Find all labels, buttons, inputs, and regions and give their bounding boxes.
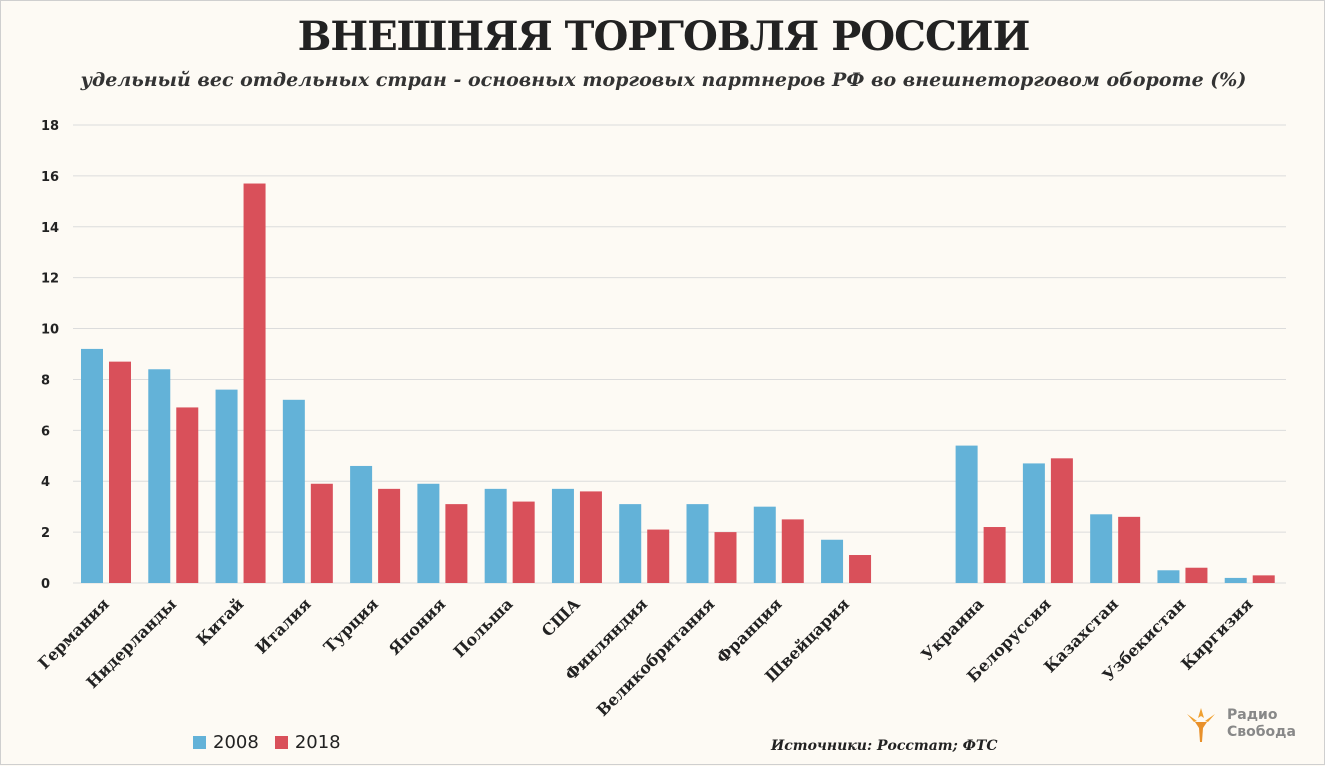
bar-2008: [1090, 514, 1113, 583]
x-category-label: Великобритания: [593, 594, 719, 720]
bar-2008: [350, 465, 373, 583]
legend-item-2008: 2008: [193, 732, 259, 753]
legend-swatch-2008: [193, 736, 206, 749]
bar-2018: [512, 501, 535, 583]
bar-2018: [1118, 516, 1141, 583]
bar-2008: [81, 348, 103, 583]
bar-2008: [1022, 463, 1045, 583]
bar-2018: [1185, 567, 1208, 583]
torch-icon: [1187, 708, 1215, 742]
bar-2008: [1224, 577, 1247, 583]
bar-2008: [1157, 570, 1180, 583]
bar-2018: [445, 504, 468, 583]
bar-2018: [983, 527, 1006, 583]
y-tick-label: 18: [41, 119, 59, 134]
bar-2008: [551, 488, 574, 583]
x-category-label: Турция: [320, 594, 382, 656]
chart-title: ВНЕШНЯЯ ТОРГОВЛЯ РОССИИ: [297, 13, 1031, 60]
bar-2008: [215, 389, 238, 583]
x-category-label: Китай: [193, 594, 248, 649]
y-tick-label: 0: [41, 577, 50, 592]
x-category-label: Япония: [385, 594, 449, 658]
logo-line-1: Радио: [1227, 707, 1278, 723]
bar-2008: [686, 504, 709, 583]
bar-2008: [484, 488, 507, 583]
y-tick-label: 6: [41, 424, 50, 439]
bar-2008: [282, 399, 305, 583]
bar-2018: [579, 491, 602, 583]
bar-2018: [647, 529, 670, 583]
bar-2018: [849, 555, 872, 583]
bar-2008: [417, 483, 440, 583]
bar-2018: [310, 483, 333, 583]
y-tick-label: 12: [41, 272, 59, 287]
bar-2018: [109, 361, 131, 583]
bar-2018: [378, 488, 401, 583]
x-category-label: США: [538, 594, 584, 640]
legend-item-2018: 2018: [274, 732, 341, 753]
legend: 2008 2018: [193, 732, 341, 753]
logo-line-2: Свобода: [1227, 724, 1296, 740]
chart-subtitle: удельный вес отдельных стран - основных …: [80, 69, 1247, 91]
bar-2018: [243, 183, 266, 583]
bar-2008: [753, 506, 776, 583]
y-tick-label: 16: [41, 170, 59, 185]
bar-2018: [176, 407, 199, 583]
bar-2018: [1252, 575, 1275, 583]
x-category-label: Польша: [450, 594, 517, 661]
radio-svoboda-logo: Радио Свобода: [1181, 704, 1296, 744]
source-note: Источники: Росстат; ФТС: [771, 738, 998, 754]
y-tick-label: 8: [41, 373, 50, 388]
legend-label-2018: 2018: [294, 732, 341, 753]
y-tick-label: 2: [41, 526, 50, 541]
x-category-label: Украина: [917, 594, 987, 664]
bar-2018: [714, 532, 737, 583]
legend-swatch-2018: [274, 736, 288, 749]
bar-2018: [1050, 458, 1073, 583]
x-category-label: Киргизия: [1177, 594, 1256, 673]
y-tick-label: 10: [41, 323, 59, 338]
legend-label-2008: 2008: [213, 732, 259, 753]
bar-2018: [781, 519, 804, 583]
y-tick-label: 4: [41, 475, 50, 490]
bar-2008: [619, 504, 642, 583]
bar-2008: [148, 369, 171, 583]
x-category-label: Франция: [713, 594, 786, 667]
y-tick-label: 14: [41, 221, 59, 236]
bar-2008: [821, 539, 844, 583]
x-category-label: Италия: [251, 594, 314, 657]
bar-2008: [955, 445, 978, 583]
